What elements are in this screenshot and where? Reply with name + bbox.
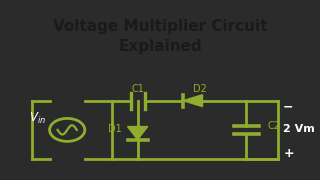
Polygon shape — [183, 95, 203, 107]
Polygon shape — [127, 127, 148, 140]
Text: C1: C1 — [131, 84, 144, 94]
Text: C2: C2 — [267, 121, 280, 131]
Text: D1: D1 — [108, 124, 122, 134]
Text: $V_{in}$: $V_{in}$ — [29, 111, 46, 126]
Text: −: − — [283, 100, 294, 113]
Text: +: + — [283, 147, 294, 160]
Text: D2: D2 — [193, 84, 207, 94]
Text: 2 Vm: 2 Vm — [283, 124, 315, 134]
Text: Voltage Multiplier Circuit
Explained: Voltage Multiplier Circuit Explained — [53, 19, 267, 54]
